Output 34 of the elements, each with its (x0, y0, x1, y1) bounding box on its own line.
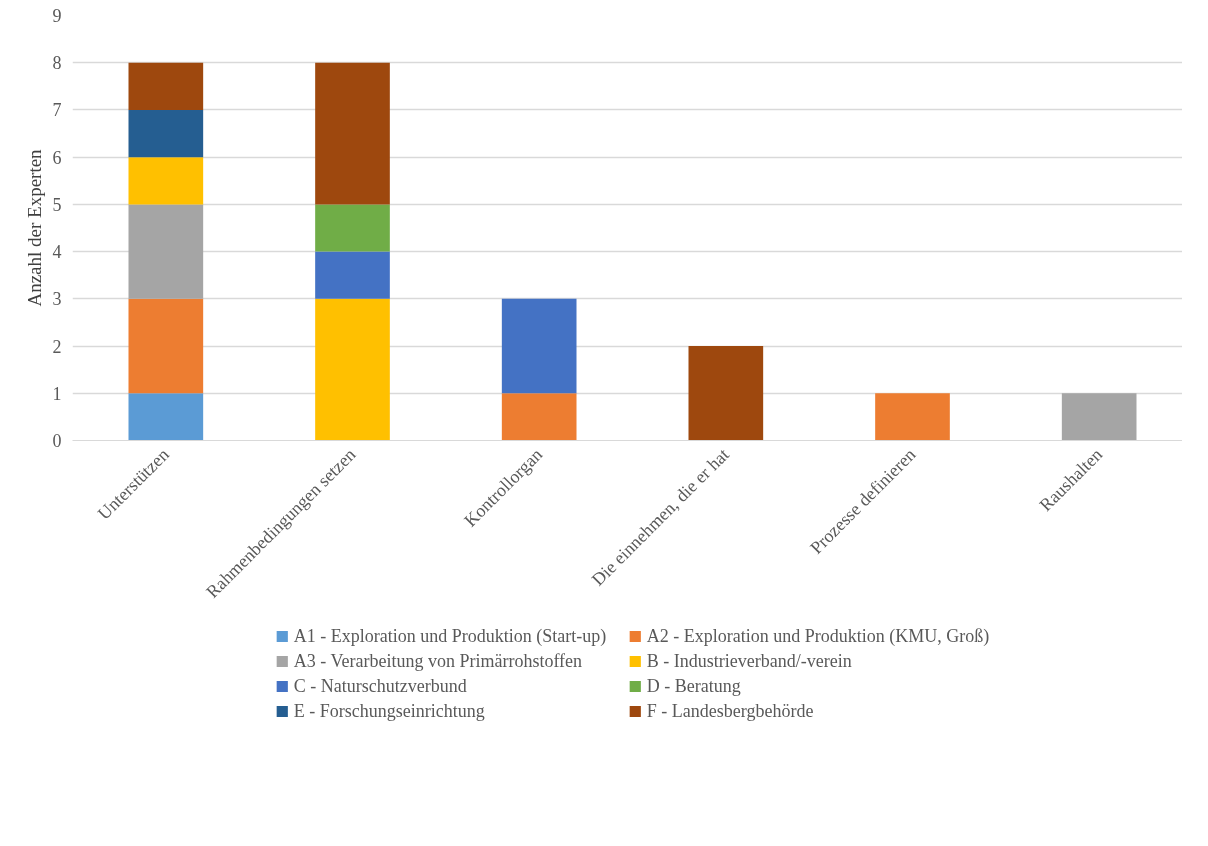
bar (875, 393, 950, 441)
bar (128, 298, 204, 394)
bar (128, 157, 204, 205)
y-tick-label: 7 (52, 100, 62, 121)
y-tick-label: 8 (52, 53, 62, 74)
y-axis-title: Anzahl der Experten (23, 148, 45, 307)
legend-label: F - Landesbergbehörde (646, 700, 815, 722)
y-tick-label: 3 (52, 289, 62, 310)
bar (315, 62, 390, 205)
y-tick-label: 9 (52, 6, 62, 26)
legend-label: A2 - Exploration und Produktion (KMU, Groß) (646, 625, 990, 647)
legend-label: A1 - Exploration und Produktion (Start-up) (293, 625, 608, 647)
bar (128, 62, 204, 110)
bar (315, 251, 390, 299)
bar (315, 298, 390, 441)
bar (501, 298, 577, 394)
y-tick-label: 4 (52, 242, 62, 263)
legend-label: A3 - Verarbeitung von Primärrohstoffen (293, 650, 584, 672)
legend-label: C - Naturschutzverbund (293, 675, 468, 697)
bar (128, 109, 204, 158)
bar (315, 204, 390, 252)
legend-label: D - Beratung (646, 675, 742, 697)
legend-label: B - Industrieverband/-verein (646, 650, 853, 672)
bar (501, 393, 577, 441)
y-tick-label: 0 (52, 431, 62, 451)
bar (128, 393, 204, 441)
y-tick-label: 1 (52, 383, 62, 404)
bar (128, 204, 204, 299)
legend-label: E - Forschungseinrichtung (293, 700, 486, 722)
bar (1061, 393, 1137, 441)
y-tick-label: 6 (52, 147, 62, 168)
bar (688, 346, 764, 441)
y-tick-label: 2 (52, 336, 62, 357)
y-tick-label: 5 (52, 194, 62, 215)
